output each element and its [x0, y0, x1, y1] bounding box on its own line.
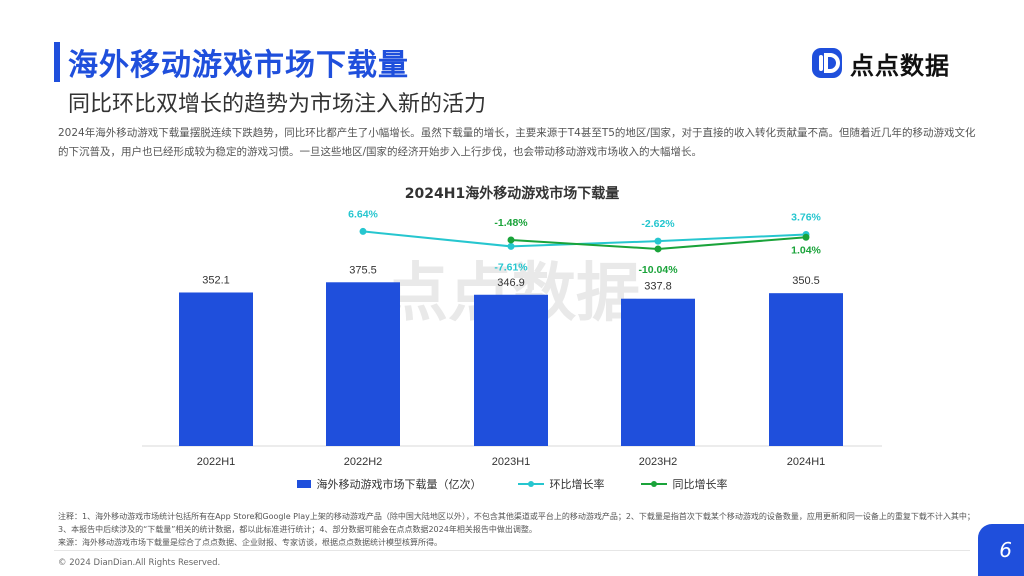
legend-item-yoy: 同比增长率 [640, 476, 728, 492]
legend-label-mom: 环比增长率 [549, 478, 605, 491]
legend-label-yoy: 同比增长率 [672, 478, 728, 491]
x-tick-2023H1: 2023H1 [492, 456, 531, 468]
page-subtitle: 同比环比双增长的趋势为市场注入新的活力 [68, 92, 487, 117]
bar-2022H2 [326, 282, 400, 446]
bar-label-2023H2: 337.8 [644, 281, 672, 293]
x-tick-2022H1: 2022H1 [197, 456, 236, 468]
page-description: 2024年海外移动游戏下载量摆脱连续下跌趋势，同比环比都产生了小幅增长。虽然下载… [58, 127, 976, 158]
point-yoy-2024H1 [802, 233, 810, 241]
copyright: © 2024 DianDian.All Rights Reserved. [58, 558, 221, 568]
bar-label-2023H1: 346.9 [497, 277, 525, 289]
legend-item-mom: 环比增长率 [517, 476, 605, 492]
legend-swatch-mom [517, 481, 544, 487]
point-label-yoy-2024H1: 1.04% [791, 244, 821, 256]
legend-label-downloads: 海外移动游戏市场下载量（亿次） [316, 478, 482, 491]
brand-logo-text: 点点数据 [850, 51, 950, 80]
x-tick-2023H2: 2023H2 [639, 456, 678, 468]
bar-2023H2 [621, 298, 695, 446]
page-number-tab [978, 524, 1024, 576]
bar-2023H1 [474, 294, 548, 446]
bar-label-2022H1: 352.1 [202, 274, 230, 286]
source-text: 来源：海外移动游戏市场下载量是综合了点点数据、企业财报、专家访谈，根据点点数据统… [58, 538, 442, 547]
bar-2022H1 [179, 292, 253, 446]
point-label-mom-2022H2: 6.64% [348, 208, 378, 220]
page-number: 6 [999, 538, 1012, 562]
x-tick-2024H1: 2024H1 [787, 456, 826, 468]
legend-item-downloads: 海外移动游戏市场下载量（亿次） [296, 476, 482, 492]
point-label-mom-2024H1: 3.76% [791, 211, 821, 223]
point-mom-2022H2 [359, 227, 367, 235]
x-tick-2022H2: 2022H2 [344, 456, 383, 468]
bar-2024H1 [769, 293, 843, 446]
bar-label-2024H1: 350.5 [792, 275, 820, 287]
legend-swatch-yoy [640, 481, 667, 487]
bar-label-2022H2: 375.5 [349, 264, 377, 276]
chart-title: 2024H1海外移动游戏市场下载量 [404, 186, 620, 202]
point-mom-2023H2 [654, 237, 662, 245]
title-accent-bar [54, 42, 60, 82]
footnotes: 注释：1、海外移动游戏市场统计包括所有在App Store和Google Pla… [58, 510, 978, 549]
footer-divider [54, 550, 970, 551]
dd-logo-icon [812, 48, 842, 78]
legend-swatch-downloads [296, 480, 311, 488]
footnote-text: 注释：1、海外移动游戏市场统计包括所有在App Store和Google Pla… [58, 512, 975, 534]
point-label-mom-2023H1: -7.61% [494, 261, 528, 273]
page-title: 海外移动游戏市场下载量 [68, 48, 409, 83]
brand-logo: 点点数据 [810, 46, 950, 80]
point-label-yoy-2023H1: -1.48% [494, 217, 528, 229]
point-label-mom-2023H2: -2.62% [641, 218, 675, 230]
point-label-yoy-2023H2: -10.04% [638, 264, 678, 276]
chart: 点点数据352.12022H1375.52022H2346.92023H1337… [142, 208, 882, 468]
point-yoy-2023H2 [654, 245, 662, 253]
point-mom-2023H1 [507, 242, 515, 250]
point-yoy-2023H1 [507, 236, 515, 244]
chart-legend: 海外移动游戏市场下载量（亿次） 环比增长率 同比增长率 [0, 476, 1024, 492]
